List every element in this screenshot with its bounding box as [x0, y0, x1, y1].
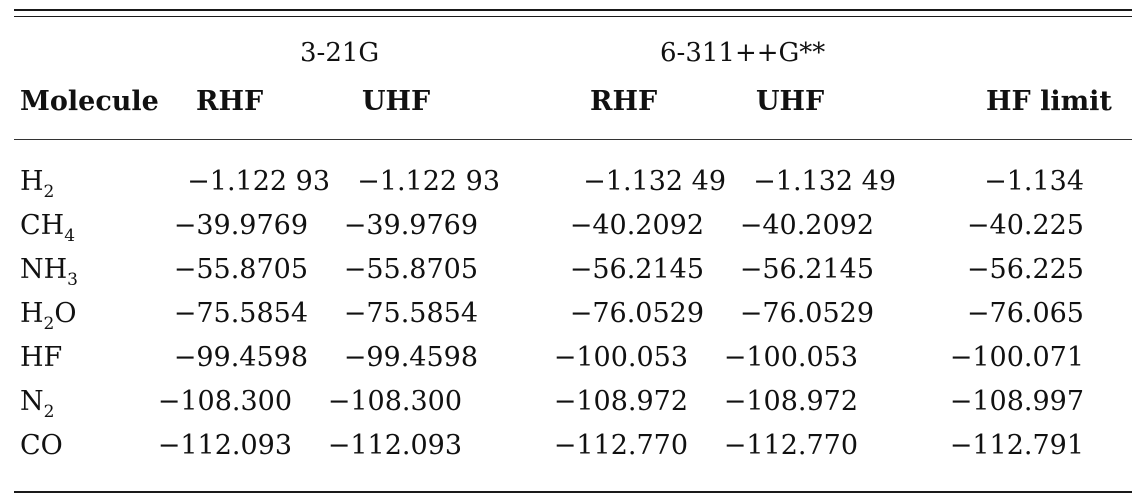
energy-cell-b1-rhf: −112.093: [157, 430, 292, 461]
col-header-b1-uhf: UHF: [362, 86, 431, 117]
energy-cell-b1-rhf: −1.122 93: [187, 166, 330, 197]
molecule-subscript: 2: [43, 402, 55, 422]
header-rule: [14, 139, 1132, 140]
molecule-cell: N2: [20, 386, 54, 422]
molecule-cell: H2O: [20, 298, 77, 334]
energy-cell-b1-rhf: −108.300: [157, 386, 292, 417]
col-header-hf-limit: HF limit: [986, 86, 1112, 117]
molecule-subscript: 2: [43, 314, 55, 334]
col-header-b2-uhf: UHF: [756, 86, 825, 117]
energy-cell-b1-uhf: −108.300: [327, 386, 462, 417]
molecule-formula: H: [20, 298, 44, 329]
energy-cell-b1-uhf: −99.4598: [343, 342, 478, 373]
col-header-molecule: Molecule: [20, 86, 159, 117]
group-header-3-21g: 3-21G: [300, 38, 380, 68]
molecule-formula: NH: [20, 254, 68, 285]
energy-cell-b2-uhf: −76.0529: [739, 298, 874, 329]
energy-cell-b1-rhf: −39.9769: [173, 210, 308, 241]
molecule-subscript: 3: [67, 270, 78, 290]
energy-cell-hf-limit: −112.791: [949, 430, 1084, 461]
energy-cell-hf-limit: −1.134: [984, 166, 1084, 197]
energy-cell-b2-uhf: −108.972: [723, 386, 858, 417]
molecule-subscript: 2: [43, 182, 55, 202]
molecule-cell: CH4: [20, 210, 75, 246]
energy-cell-b2-rhf: −100.053: [553, 342, 688, 373]
energy-cell-hf-limit: −108.997: [949, 386, 1084, 417]
energy-cell-b1-uhf: −112.093: [327, 430, 462, 461]
energy-cell-b1-uhf: −55.8705: [343, 254, 478, 285]
energy-cell-b1-rhf: −55.8705: [173, 254, 308, 285]
energy-cell-b2-uhf: −56.2145: [739, 254, 874, 285]
energy-cell-b2-uhf: −100.053: [723, 342, 858, 373]
col-header-b2-rhf: RHF: [590, 86, 658, 117]
energy-cell-hf-limit: −40.225: [966, 210, 1084, 241]
energy-cell-hf-limit: −100.071: [949, 342, 1084, 373]
top-rule: [14, 9, 1132, 11]
energy-cell-b1-uhf: −39.9769: [343, 210, 478, 241]
molecule-formula-tail: O: [54, 298, 77, 329]
energy-cell-b2-rhf: −108.972: [553, 386, 688, 417]
molecule-formula: CO: [20, 430, 63, 461]
molecule-formula: CH: [20, 210, 65, 241]
molecule-subscript: 4: [64, 226, 76, 246]
molecule-cell: HF: [20, 342, 62, 373]
energy-cell-b1-uhf: −75.5854: [343, 298, 478, 329]
top-rule-thin: [14, 16, 1132, 17]
molecule-formula: HF: [20, 342, 63, 373]
energy-cell-b2-uhf: −40.2092: [739, 210, 874, 241]
molecule-formula: N: [20, 386, 44, 417]
energy-cell-b1-rhf: −75.5854: [173, 298, 308, 329]
energy-cell-b2-uhf: −112.770: [723, 430, 858, 461]
energy-cell-b2-rhf: −112.770: [553, 430, 688, 461]
energy-cell-b2-rhf: −76.0529: [569, 298, 704, 329]
energy-cell-b2-uhf: −1.132 49: [753, 166, 896, 197]
energy-cell-b2-rhf: −1.132 49: [583, 166, 726, 197]
energy-cell-b2-rhf: −56.2145: [569, 254, 704, 285]
energy-cell-b2-rhf: −40.2092: [569, 210, 704, 241]
group-header-6-311g: 6-311++G**: [660, 38, 826, 68]
molecule-cell: H2: [20, 166, 54, 202]
molecule-cell: CO: [20, 430, 63, 461]
energy-cell-b1-rhf: −99.4598: [173, 342, 308, 373]
molecule-formula: H: [20, 166, 44, 197]
molecule-cell: NH3: [20, 254, 78, 290]
energy-cell-hf-limit: −76.065: [966, 298, 1084, 329]
col-header-b1-rhf: RHF: [196, 86, 264, 117]
energy-cell-hf-limit: −56.225: [966, 254, 1084, 285]
energy-cell-b1-uhf: −1.122 93: [357, 166, 500, 197]
bottom-rule: [14, 491, 1132, 493]
